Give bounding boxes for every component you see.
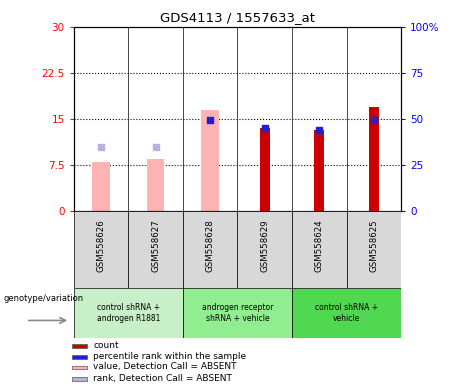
Text: GSM558629: GSM558629 bbox=[260, 219, 269, 272]
Text: count: count bbox=[93, 341, 119, 350]
Bar bbox=[201, 110, 219, 211]
Point bbox=[315, 127, 323, 133]
Bar bbox=[347, 211, 401, 288]
Bar bbox=[260, 128, 270, 211]
Bar bbox=[128, 211, 183, 288]
Bar bbox=[183, 288, 292, 338]
Text: GSM558628: GSM558628 bbox=[206, 219, 215, 272]
Bar bbox=[92, 162, 110, 211]
Bar bbox=[292, 288, 401, 338]
Bar bbox=[369, 107, 378, 211]
Point bbox=[97, 144, 105, 150]
Point bbox=[152, 144, 159, 150]
Point bbox=[261, 125, 268, 131]
Bar bbox=[72, 377, 87, 381]
Bar bbox=[183, 211, 237, 288]
Text: control shRNA +
vehicle: control shRNA + vehicle bbox=[315, 303, 378, 323]
Bar bbox=[292, 211, 347, 288]
Text: genotype/variation: genotype/variation bbox=[4, 295, 84, 303]
Text: GSM558624: GSM558624 bbox=[315, 219, 324, 272]
Title: GDS4113 / 1557633_at: GDS4113 / 1557633_at bbox=[160, 11, 315, 24]
Bar bbox=[147, 159, 164, 211]
Bar bbox=[314, 130, 324, 211]
Text: rank, Detection Call = ABSENT: rank, Detection Call = ABSENT bbox=[93, 374, 232, 383]
Text: percentile rank within the sample: percentile rank within the sample bbox=[93, 352, 246, 361]
Text: GSM558625: GSM558625 bbox=[369, 219, 378, 272]
Bar bbox=[72, 355, 87, 359]
Bar bbox=[74, 211, 128, 288]
Bar bbox=[72, 344, 87, 348]
Point bbox=[207, 117, 214, 123]
Bar bbox=[237, 211, 292, 288]
Point bbox=[370, 117, 378, 123]
Text: control shRNA +
androgen R1881: control shRNA + androgen R1881 bbox=[97, 303, 160, 323]
Bar bbox=[74, 288, 183, 338]
Bar bbox=[72, 366, 87, 369]
Text: value, Detection Call = ABSENT: value, Detection Call = ABSENT bbox=[93, 362, 236, 371]
Text: GSM558627: GSM558627 bbox=[151, 219, 160, 272]
Text: androgen receptor
shRNA + vehicle: androgen receptor shRNA + vehicle bbox=[202, 303, 273, 323]
Text: GSM558626: GSM558626 bbox=[96, 219, 106, 272]
